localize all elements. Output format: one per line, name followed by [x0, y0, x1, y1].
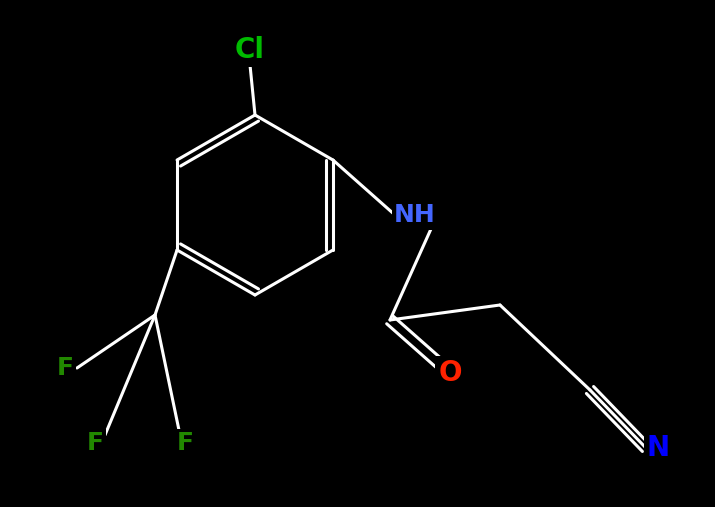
Text: NH: NH — [394, 203, 436, 227]
Text: F: F — [87, 431, 104, 455]
Text: Cl: Cl — [235, 36, 265, 64]
Text: F: F — [177, 431, 194, 455]
Text: F: F — [56, 356, 74, 380]
Text: O: O — [438, 359, 462, 387]
Text: N: N — [646, 434, 669, 462]
